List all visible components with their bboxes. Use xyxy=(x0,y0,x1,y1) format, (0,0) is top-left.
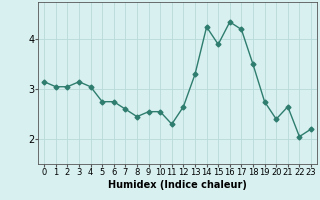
X-axis label: Humidex (Indice chaleur): Humidex (Indice chaleur) xyxy=(108,180,247,190)
